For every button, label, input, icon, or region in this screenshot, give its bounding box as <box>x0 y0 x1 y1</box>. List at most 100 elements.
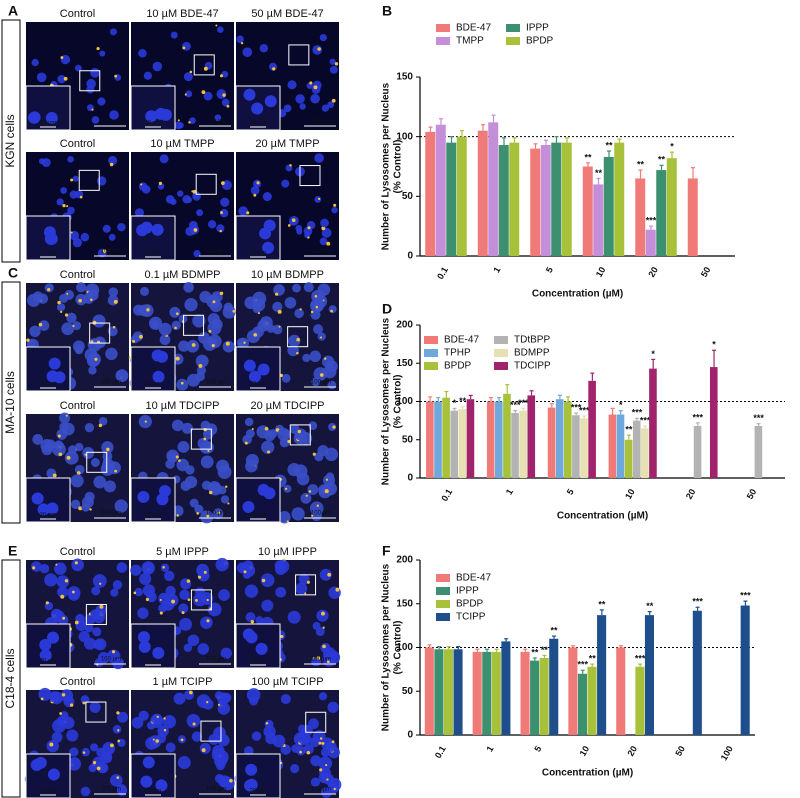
nucleus <box>93 639 103 650</box>
micrograph: 20 µm 100 µm <box>130 414 234 524</box>
nucleus <box>72 340 85 353</box>
nucleus <box>165 194 175 204</box>
significance: *** <box>579 405 590 415</box>
x-tick-label: 1 <box>491 265 502 274</box>
nucleus <box>54 562 67 575</box>
lysosome <box>307 226 311 230</box>
inset-nucleus <box>28 111 41 124</box>
nucleus <box>59 412 71 424</box>
legend-label: TDCIPP <box>514 361 551 372</box>
lysosome <box>60 56 64 59</box>
significance: ** <box>605 140 613 150</box>
nucleus <box>110 588 119 597</box>
micrograph: 20 µm 100 µm <box>234 688 342 798</box>
roi-box <box>79 70 101 92</box>
inset-nucleus <box>244 779 257 792</box>
significance: * <box>619 400 623 410</box>
nucleus <box>297 732 310 745</box>
bar <box>446 142 457 256</box>
roi-box <box>287 326 309 348</box>
nucleus <box>211 748 225 762</box>
bar <box>754 425 763 478</box>
micrograph: 20 µm 100 µm <box>235 558 341 669</box>
scale-label: 100 µm <box>206 119 226 125</box>
roi-box <box>86 451 108 473</box>
nucleus <box>195 371 205 382</box>
bar <box>482 651 492 735</box>
nucleus <box>217 485 227 495</box>
lysosome <box>299 308 302 311</box>
bar <box>530 660 540 735</box>
nucleus <box>294 308 304 319</box>
lysosome <box>307 236 310 239</box>
lysosome <box>217 703 220 706</box>
lysosome <box>180 738 184 742</box>
nucleus <box>284 296 297 309</box>
significance: *** <box>632 408 643 418</box>
bar <box>425 131 436 256</box>
lysosome <box>55 563 58 566</box>
x-tick-label: 0.1 <box>435 265 450 281</box>
inset <box>235 477 281 523</box>
nucleus <box>200 420 211 431</box>
nucleus <box>200 455 214 469</box>
lysosome <box>60 594 65 599</box>
lysosome <box>335 587 340 592</box>
lysosome <box>163 728 167 732</box>
bar <box>450 410 459 478</box>
inset-nucleus <box>243 359 256 372</box>
legend-swatch <box>436 24 450 32</box>
bar <box>608 414 617 478</box>
bar <box>635 178 646 256</box>
nucleus <box>134 587 143 597</box>
lysosome <box>206 619 210 623</box>
scale-label: 100 µm <box>101 787 121 793</box>
lysosome <box>331 98 336 103</box>
lysosome <box>305 494 308 497</box>
nucleus <box>317 332 326 341</box>
nucleus <box>57 586 69 598</box>
roi-box <box>190 589 212 611</box>
image-title: 10 µM IPPP <box>258 546 317 558</box>
lysosome <box>111 650 116 654</box>
lysosome <box>222 93 226 97</box>
nucleus <box>44 573 58 587</box>
x-tick-label: 50 <box>673 744 687 758</box>
y-axis-label: (% Control) <box>393 375 404 429</box>
y-tick-label: 100 <box>396 131 413 142</box>
nucleus <box>276 559 290 574</box>
nucleus <box>57 74 66 84</box>
lysosome <box>57 300 61 305</box>
roi-box <box>183 314 205 336</box>
lysosome <box>322 644 326 649</box>
panel-label: B <box>382 3 392 19</box>
lysosome <box>280 634 284 639</box>
scale-label: 100 µm <box>206 511 226 517</box>
nucleus <box>272 734 286 748</box>
nucleus <box>310 93 320 104</box>
panel-label: E <box>8 543 17 559</box>
nucleus <box>89 701 101 713</box>
nucleus <box>146 591 157 603</box>
inset-nucleus <box>155 779 168 792</box>
inset <box>130 623 176 669</box>
lysosome <box>331 740 335 744</box>
lysosome <box>315 305 319 309</box>
bar <box>563 401 572 478</box>
nucleus <box>314 452 324 462</box>
inset <box>235 85 281 131</box>
nucleus <box>152 61 163 72</box>
nucleus <box>182 194 191 204</box>
nucleus <box>223 302 234 313</box>
inset-nucleus <box>45 232 58 245</box>
lysosome <box>64 579 69 583</box>
bar <box>527 395 536 478</box>
x-tick-label: 100 <box>719 744 735 762</box>
nucleus <box>217 734 230 747</box>
nucleus <box>221 70 229 78</box>
nucleus <box>184 298 198 312</box>
lysosome <box>318 741 322 745</box>
y-tick-label: 100 <box>396 642 413 653</box>
image-title: Control <box>60 676 95 688</box>
lysosome <box>317 47 321 51</box>
